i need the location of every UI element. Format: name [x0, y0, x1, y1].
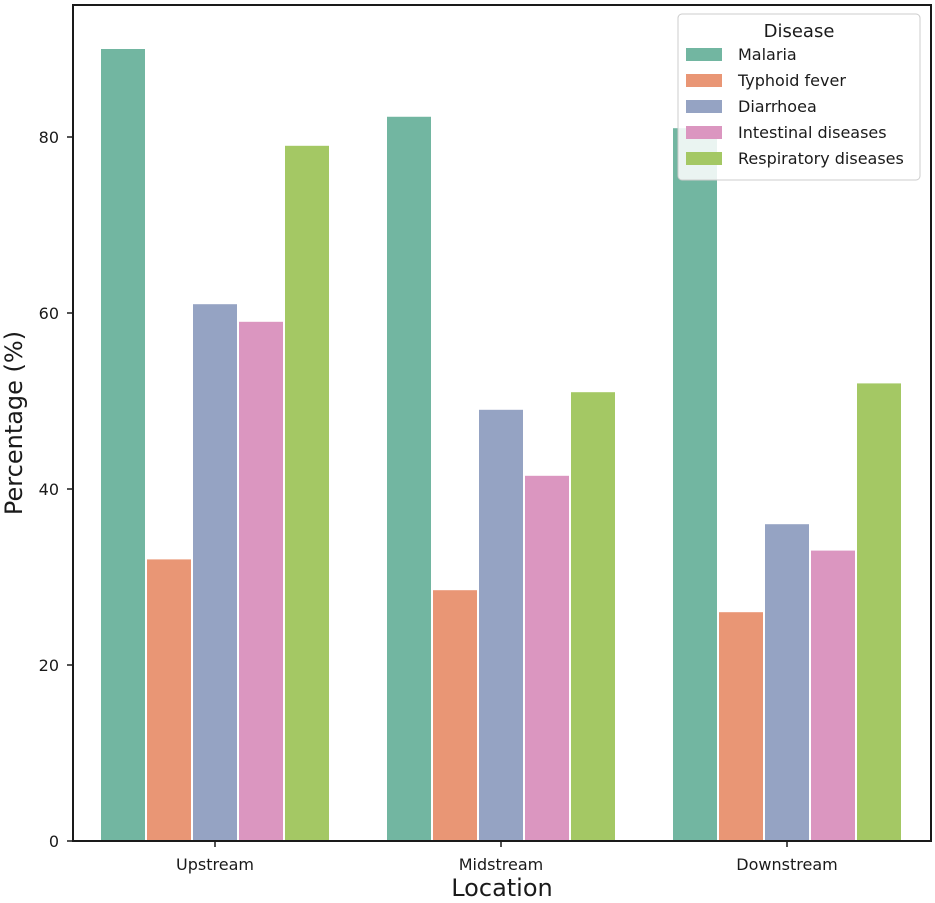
bar-diarrhoea-upstream	[193, 304, 237, 841]
legend-label: Diarrhoea	[738, 97, 817, 116]
legend-item-malaria: Malaria	[686, 45, 797, 64]
y-tick-label: 20	[39, 656, 59, 675]
bar-group-midstream	[387, 116, 615, 841]
y-tick-label: 40	[39, 480, 59, 499]
legend-items: Malaria Typhoid fever Diarrhoea Intestinal …	[686, 45, 904, 168]
plot-frame	[72, 4, 932, 842]
bar-respiratory-diseases-downstream	[857, 383, 901, 841]
legend-swatch	[686, 48, 722, 61]
bar-typhoid-fever-upstream	[147, 559, 191, 841]
bar-malaria-downstream	[673, 128, 717, 841]
x-axis-ticks: Upstream Midstream Downstream	[176, 841, 838, 874]
legend-label: Intestinal diseases	[738, 123, 887, 142]
y-tick-label: 80	[39, 128, 59, 147]
bar-respiratory-diseases-upstream	[285, 145, 329, 842]
y-axis-title: Percentage (%)	[0, 331, 28, 515]
bar-diarrhoea-downstream	[765, 524, 809, 841]
bar-malaria-midstream	[387, 116, 431, 841]
legend-item-diarrhoea: Diarrhoea	[686, 97, 817, 116]
bar-respiratory-diseases-midstream	[571, 392, 615, 841]
legend-item-respiratory-diseases: Respiratory diseases	[686, 149, 904, 168]
bar-typhoid-fever-midstream	[433, 590, 477, 841]
legend-swatch	[686, 100, 722, 113]
legend-title: Disease	[764, 21, 835, 42]
bar-diarrhoea-midstream	[479, 409, 523, 841]
bars-layer	[101, 49, 901, 842]
x-tick-label-downstream: Downstream	[736, 855, 837, 874]
legend-label: Respiratory diseases	[738, 149, 904, 168]
legend-swatch	[686, 74, 722, 87]
y-axis-ticks: 0 20 40 60 80	[39, 128, 73, 851]
y-tick-label: 0	[49, 832, 59, 851]
legend-item-typhoid-fever: Typhoid fever	[686, 71, 846, 90]
bar-group-upstream	[101, 49, 329, 842]
y-tick-label: 60	[39, 304, 59, 323]
bar-intestinal-diseases-downstream	[811, 550, 855, 841]
bar-intestinal-diseases-upstream	[239, 321, 283, 841]
legend-label: Malaria	[738, 45, 797, 64]
legend-frame	[677, 13, 921, 181]
x-tick-label-upstream: Upstream	[176, 855, 254, 874]
legend-swatch	[686, 152, 722, 165]
legend-label: Typhoid fever	[737, 71, 846, 90]
bar-intestinal-diseases-midstream	[525, 475, 569, 841]
bar-group-downstream	[673, 128, 901, 841]
bar-typhoid-fever-downstream	[719, 612, 763, 841]
legend-swatch	[686, 126, 722, 139]
x-axis-title: Location	[451, 874, 553, 902]
bar-malaria-upstream	[101, 49, 145, 841]
legend-item-intestinal-diseases: Intestinal diseases	[686, 123, 887, 142]
legend: Disease Malaria Typhoid fever Diarrhoea Int…	[677, 13, 921, 181]
x-tick-label-midstream: Midstream	[459, 855, 543, 874]
